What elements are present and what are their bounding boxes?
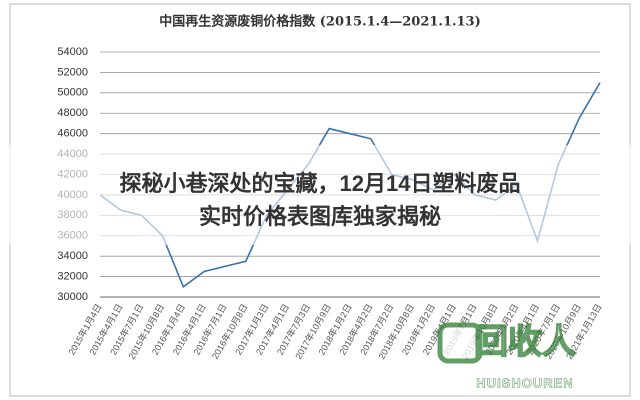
overlay-line: 探秘小巷深处的宝藏，12月14日塑料废品 — [120, 171, 521, 196]
y-tick-label: 32000 — [57, 270, 88, 282]
y-tick-label: 50000 — [57, 87, 88, 99]
y-tick-label: 52000 — [57, 66, 88, 78]
y-tick-label: 34000 — [57, 250, 88, 262]
watermark-icon — [437, 322, 483, 364]
overlay-line: 实时价格表图库独家揭秘 — [199, 204, 441, 229]
overlay-band — [0, 145, 640, 245]
y-tick-label: 30000 — [57, 291, 88, 303]
chart-title: 中国再生资源废铜价格指数 (2015.1.4—2021.1.13) — [159, 14, 481, 30]
watermark-subtitle: HUISHOUREN — [476, 375, 573, 390]
watermark: 回收人 HUISHOUREN — [437, 322, 577, 391]
watermark-logo: 回收人 — [474, 323, 576, 361]
y-tick-label: 48000 — [57, 107, 88, 119]
y-tick-label: 46000 — [57, 128, 88, 140]
y-tick-label: 54000 — [57, 46, 88, 58]
